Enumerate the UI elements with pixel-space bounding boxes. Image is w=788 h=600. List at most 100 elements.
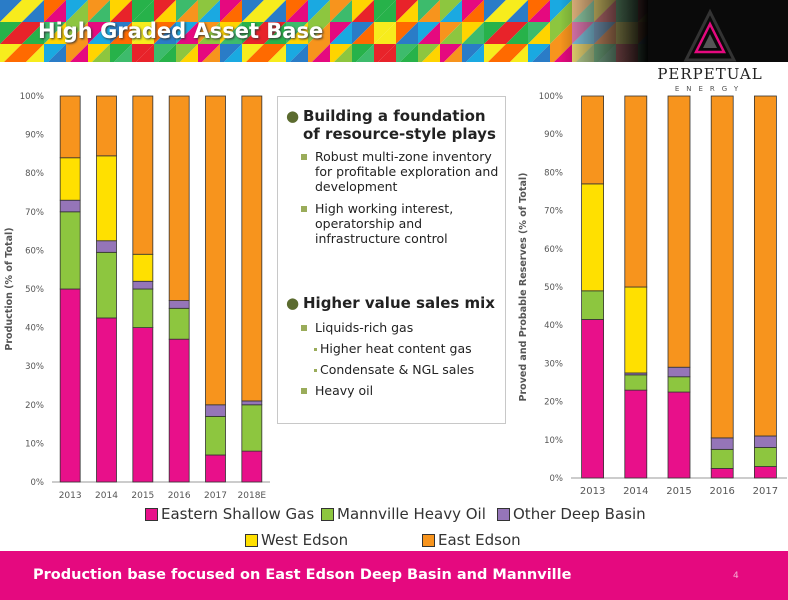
bar-segment-eastern-shallow-gas [667, 391, 691, 479]
bar-segment-eastern-shallow-gas [205, 454, 226, 483]
y-tick-label: 10% [544, 436, 563, 446]
bar-segment-mannville-heavy-oil [168, 307, 190, 340]
banner-mosaic-tile [220, 44, 242, 62]
banner-mosaic-tile [312, 44, 330, 62]
banner-mosaic-tile [440, 22, 462, 44]
bar-segment-other-deep-basin [59, 199, 81, 213]
banner-mosaic-tile [92, 44, 110, 62]
legend-swatch [245, 534, 258, 547]
banner-mosaic-tile [48, 44, 66, 62]
banner-mosaic-tile [202, 44, 220, 62]
y-tick-label: 20% [25, 401, 44, 411]
legend-swatch [497, 508, 510, 521]
y-tick-label: 0% [31, 478, 45, 488]
bar-segment-east-edson [667, 95, 691, 368]
banner-mosaic-tile [88, 44, 110, 62]
footer-bar: Production base focused on East Edson De… [0, 551, 788, 600]
banner-mosaic-tile [352, 44, 374, 62]
bar-segment-mannville-heavy-oil [710, 448, 734, 469]
banner-mosaic-tile [220, 22, 242, 44]
banner-mosaic-tile [4, 44, 22, 62]
legend-swatch [321, 508, 334, 521]
y-tick-label: 80% [544, 168, 563, 178]
x-tick-label: 2013 [580, 486, 605, 497]
bar-segment-eastern-shallow-gas [241, 450, 263, 483]
banner-mosaic-tile [180, 44, 198, 62]
banner-mosaic-tile [110, 44, 132, 62]
bar-segment-eastern-shallow-gas [59, 288, 81, 483]
bar-segment-mannville-heavy-oil [205, 415, 226, 456]
bar-segment-other-deep-basin [753, 435, 777, 448]
banner-mosaic-tile [506, 44, 528, 62]
y-tick-label: 10% [25, 439, 44, 449]
banner-mosaic-tile [132, 44, 154, 62]
banner-mosaic-tile [132, 22, 154, 44]
banner-mosaic-tile [242, 0, 264, 22]
banner-mosaic-tile [528, 44, 550, 62]
reserves-chart: 0% 10% 20% 30% 40% 50% 60% 70% 80% 90% 100% Proved … [518, 92, 787, 497]
banner-mosaic-tile [264, 22, 286, 44]
banner-mosaic-tile [484, 44, 506, 62]
y-axis-label: Production (% of Total) [4, 227, 15, 350]
banner-mosaic-tile [88, 22, 110, 44]
banner-mosaic-tile [374, 0, 396, 22]
banner-mosaic-tile [440, 0, 462, 22]
banner-mosaic-tile [70, 44, 88, 62]
bar-segment-eastern-shallow-gas [96, 317, 117, 483]
banner-mosaic-tile [418, 0, 440, 22]
bar-segment-east-edson [132, 95, 154, 255]
bar-segment-east-edson [753, 95, 777, 437]
bullet-square-icon [314, 348, 317, 351]
y-tick-label: 70% [25, 208, 44, 218]
bar-segment-other-deep-basin [241, 400, 263, 406]
banner-mosaic-tile [158, 44, 176, 62]
bullet-square-icon [301, 206, 307, 212]
bullet-resource-plays: ● Building a foundation of resource-styl… [286, 107, 498, 143]
banner-mosaic-tile [510, 44, 528, 62]
bar-segment-other-deep-basin [710, 437, 734, 450]
bullet-square-icon [301, 154, 307, 160]
bar-segment-eastern-shallow-gas [581, 319, 604, 479]
legend-swatch [145, 508, 158, 521]
banner-mosaic-tile [330, 0, 352, 22]
banner-mosaic-tile [44, 0, 66, 22]
bar-segment-mannville-heavy-oil [667, 376, 691, 393]
bar-segment-mannville-heavy-oil [132, 288, 154, 328]
legend-item-mannville-heavy-oil: Mannville Heavy Oil [321, 505, 486, 523]
banner-mosaic-tile [242, 22, 264, 44]
banner-mosaic-tile [484, 0, 506, 22]
x-tick-label: 2016 [168, 491, 191, 501]
banner-mosaic-tile [246, 44, 264, 62]
banner-mosaic-tile [484, 22, 506, 44]
legend-swatch [422, 534, 435, 547]
x-tick-label: 2016 [709, 486, 734, 497]
banner-mosaic-tile [176, 22, 198, 44]
banner-mosaic-tile [308, 0, 330, 22]
y-tick-label: 100% [20, 92, 44, 102]
bar-segment-other-deep-basin [132, 280, 154, 290]
banner-mosaic-tile [488, 44, 506, 62]
banner-mosaic-tile [66, 22, 88, 44]
y-tick-label: 60% [25, 246, 44, 256]
banner-mosaic-tile [198, 0, 220, 22]
bar-segment-other-deep-basin [205, 404, 226, 417]
page-number: 4 [733, 571, 739, 581]
banner-mosaic-tile [0, 22, 22, 44]
banner-mosaic-tile [330, 44, 352, 62]
legend-item-east-edson: East Edson [422, 531, 521, 549]
banner-mosaic-tile [286, 22, 308, 44]
sub-bullet-inventory: Robust multi-zone inventory for profitab… [301, 149, 501, 194]
bar-segment-mannville-heavy-oil [96, 251, 117, 319]
bar-segment-east-edson [624, 95, 648, 288]
x-tick-label: 2015 [131, 491, 154, 501]
sub-sub-bullet-condensate: Condensate & NGL sales [314, 362, 499, 377]
banner-mosaic-tile [422, 44, 440, 62]
legend-item-other-deep-basin: Other Deep Basin [497, 505, 646, 523]
legend-item-west-edson: West Edson [245, 531, 348, 549]
banner-mosaic-tile [374, 44, 396, 62]
banner-fade [560, 0, 650, 62]
banner-mosaic-tile [286, 44, 308, 62]
y-tick-label: 40% [25, 324, 44, 334]
banner-mosaic-tile [26, 44, 44, 62]
bar-segment-eastern-shallow-gas [624, 389, 648, 479]
